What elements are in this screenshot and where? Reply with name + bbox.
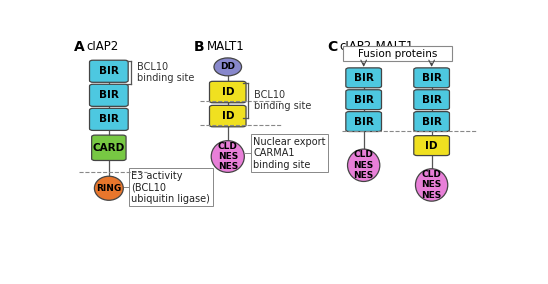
FancyBboxPatch shape (89, 84, 128, 106)
Text: ID: ID (425, 141, 438, 151)
Text: BIR: BIR (421, 116, 442, 127)
FancyBboxPatch shape (414, 112, 449, 131)
FancyBboxPatch shape (344, 46, 452, 61)
Text: E3 activity
(BCL10
ubiquitin ligase): E3 activity (BCL10 ubiquitin ligase) (132, 171, 210, 204)
Text: BIR: BIR (353, 95, 374, 105)
Ellipse shape (94, 176, 123, 200)
Ellipse shape (347, 149, 380, 181)
Text: BIR: BIR (99, 90, 119, 100)
Text: BIR: BIR (353, 116, 374, 127)
FancyBboxPatch shape (209, 81, 246, 103)
FancyBboxPatch shape (346, 90, 381, 110)
Text: cIAP2-MALT1: cIAP2-MALT1 (339, 39, 414, 53)
Text: CLD
NES
NES: CLD NES NES (353, 151, 374, 180)
Text: C: C (328, 39, 338, 54)
Text: ID: ID (221, 111, 234, 121)
Text: CLD
NES
NES: CLD NES NES (421, 170, 442, 200)
Text: BIR: BIR (99, 114, 119, 124)
Text: CARD: CARD (93, 143, 125, 153)
Text: RING: RING (96, 184, 122, 193)
FancyBboxPatch shape (414, 68, 449, 88)
FancyBboxPatch shape (414, 90, 449, 110)
Text: CLD
NES
NES: CLD NES NES (218, 142, 238, 172)
FancyBboxPatch shape (89, 108, 128, 130)
FancyBboxPatch shape (92, 135, 126, 160)
FancyBboxPatch shape (414, 136, 449, 156)
Text: BIR: BIR (421, 95, 442, 105)
Ellipse shape (214, 58, 242, 76)
Ellipse shape (211, 141, 244, 172)
Text: DD: DD (220, 62, 235, 71)
Text: B: B (194, 39, 204, 54)
Text: BCL10
binding site: BCL10 binding site (138, 62, 195, 83)
Text: A: A (73, 39, 84, 54)
Ellipse shape (415, 169, 448, 201)
FancyBboxPatch shape (346, 112, 381, 131)
FancyBboxPatch shape (89, 60, 128, 82)
Text: BIR: BIR (353, 73, 374, 83)
Text: Nuclear export
CARMA1
binding site: Nuclear export CARMA1 binding site (253, 137, 326, 170)
Text: BCL10
binding site: BCL10 binding site (254, 89, 311, 111)
Text: cIAP2: cIAP2 (87, 39, 118, 53)
Text: ID: ID (221, 87, 234, 97)
Text: BIR: BIR (421, 73, 442, 83)
Text: Fusion proteins: Fusion proteins (358, 49, 437, 59)
Text: BIR: BIR (99, 66, 119, 76)
FancyBboxPatch shape (346, 68, 381, 88)
Text: MALT1: MALT1 (207, 39, 244, 53)
FancyBboxPatch shape (209, 105, 246, 127)
